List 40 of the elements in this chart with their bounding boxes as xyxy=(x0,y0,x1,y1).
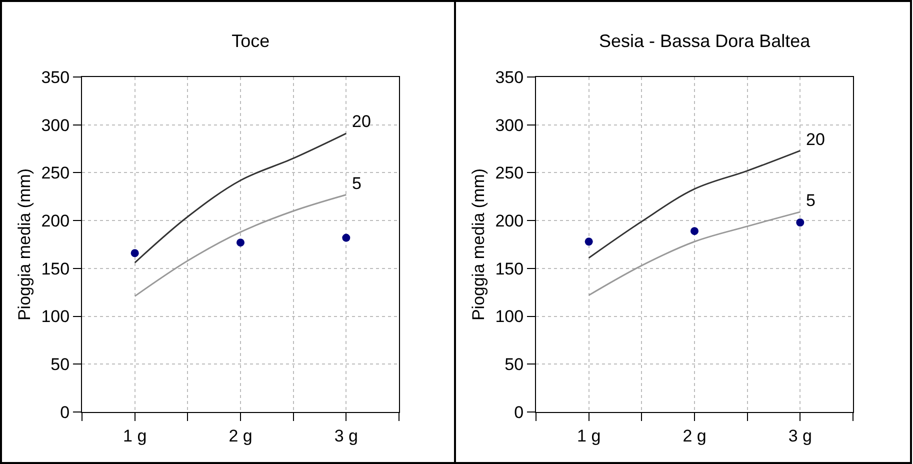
point xyxy=(236,238,244,247)
line-series xyxy=(134,132,347,264)
series-label: 20 xyxy=(806,130,825,149)
y-tick-label: 200 xyxy=(495,212,524,231)
y-tick-label: 150 xyxy=(495,259,524,278)
series-label: 20 xyxy=(352,112,371,131)
x-tick-label: 2 g xyxy=(682,426,706,446)
y-tick-label: 50 xyxy=(504,355,524,374)
y-tick-label: 100 xyxy=(495,307,524,326)
point xyxy=(690,227,698,236)
chart-title: Sesia - Bassa Dora Baltea xyxy=(599,30,812,51)
x-tick-label: 1 g xyxy=(577,426,601,446)
x-tick-label: 1 g xyxy=(123,426,147,446)
y-tick-label: 250 xyxy=(41,164,70,183)
y-tick-label: 250 xyxy=(495,164,524,183)
y-tick-label: 300 xyxy=(495,116,524,135)
chart-title: Toce xyxy=(232,30,270,51)
point xyxy=(130,249,139,258)
y-tick-label: 0 xyxy=(60,402,70,422)
x-tick-label: 3 g xyxy=(334,426,358,446)
y-tick-label: 350 xyxy=(495,68,524,87)
x-tick-label: 3 g xyxy=(788,426,812,446)
y-tick-label: 150 xyxy=(41,259,70,278)
y-tick-label: 50 xyxy=(50,355,70,374)
y-tick-label: 300 xyxy=(41,116,70,135)
series-label: 5 xyxy=(806,191,816,210)
y-tick-label: 0 xyxy=(514,402,524,422)
line-series xyxy=(134,194,347,297)
point xyxy=(342,234,350,242)
point xyxy=(584,238,593,246)
line-series xyxy=(588,211,801,296)
y-tick-label: 100 xyxy=(41,307,70,326)
y-tick-label: 200 xyxy=(41,212,70,231)
point xyxy=(796,218,804,226)
line-series xyxy=(588,150,801,259)
x-tick-label: 2 g xyxy=(228,426,252,446)
series-label: 5 xyxy=(352,174,362,193)
y-tick-label: 350 xyxy=(41,68,70,87)
y-axis-title: Pioggia media (mm) xyxy=(14,168,34,321)
y-axis-title: Pioggia media (mm) xyxy=(468,168,488,321)
